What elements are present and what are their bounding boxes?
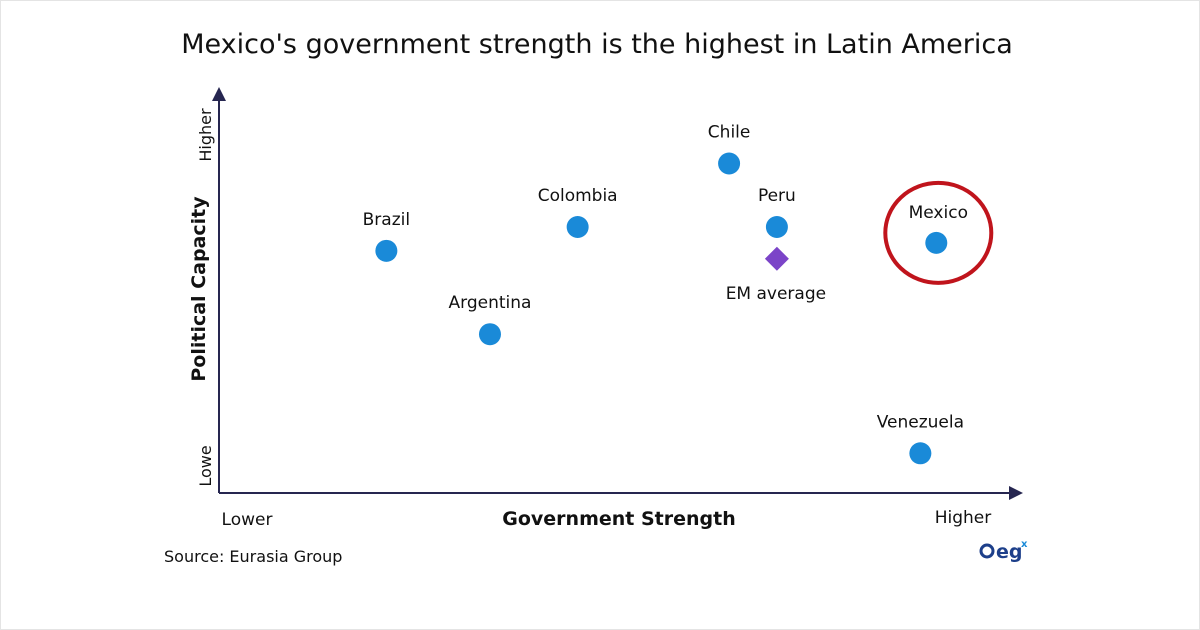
x-axis-high-label: Higher — [935, 508, 992, 528]
x-axis-low-label: Lower — [222, 510, 273, 530]
point-label-colombia: Colombia — [538, 186, 618, 206]
chart-title: Mexico's government strength is the high… — [181, 29, 1013, 60]
y-axis-arrow — [212, 87, 226, 101]
point-em-average — [764, 246, 789, 271]
point-chile — [718, 152, 741, 175]
point-label-venezuela: Venezuela — [877, 412, 964, 432]
point-brazil — [375, 239, 398, 262]
point-mexico — [925, 231, 948, 254]
point-label-chile: Chile — [708, 122, 751, 142]
svg-text:eg: eg — [996, 541, 1023, 563]
data-marks: Brazil Argentina Colombia Chile Peru EM avera… — [363, 122, 994, 465]
x-axis-label: Government Strength — [502, 508, 735, 530]
point-label-em-average: EM average — [726, 284, 826, 304]
point-label-brazil: Brazil — [363, 210, 410, 230]
point-label-mexico: Mexico — [909, 203, 968, 223]
point-label-argentina: Argentina — [449, 293, 532, 313]
point-colombia — [566, 216, 589, 239]
y-axis-label: Political Capacity — [188, 196, 210, 382]
axes: Government Strength Lower Higher Political … — [188, 87, 1023, 530]
point-label-peru: Peru — [758, 186, 796, 206]
x-axis-arrow — [1009, 486, 1023, 500]
svg-text:x: x — [1021, 539, 1028, 550]
point-argentina — [478, 323, 501, 346]
point-venezuela — [909, 442, 932, 465]
y-axis-high-label: Higher — [196, 108, 215, 162]
point-peru — [765, 216, 788, 239]
source-note: Source: Eurasia Group — [164, 547, 342, 566]
y-axis-low-label: Lowe — [196, 445, 215, 486]
highlight-circle — [883, 180, 994, 285]
egx-logo: eg x — [979, 539, 1028, 563]
